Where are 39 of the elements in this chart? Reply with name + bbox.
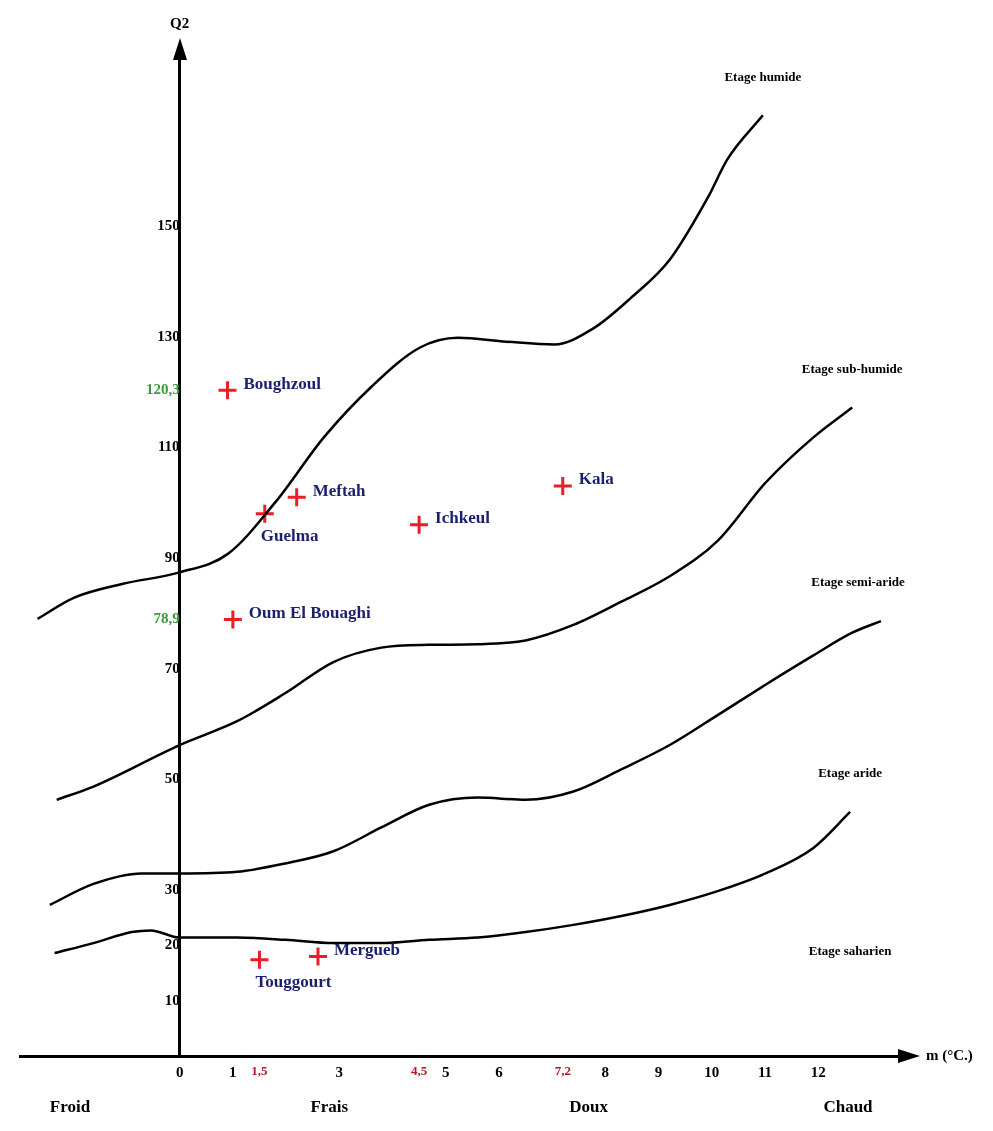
annotation: Etage sub-humide xyxy=(801,360,903,376)
series-label: Boughzoul xyxy=(243,373,322,393)
point xyxy=(217,379,239,401)
x-tick-label: 1,5 xyxy=(251,1063,269,1079)
point xyxy=(552,475,574,497)
y-axis-title: Q2 xyxy=(170,14,190,31)
point xyxy=(408,514,430,536)
annotation: Etage semi-aride xyxy=(811,574,905,590)
x-tick-label: 5 xyxy=(441,1063,450,1080)
series-label: Meftah xyxy=(312,480,367,500)
x-tick-label: 9 xyxy=(654,1063,663,1080)
text: Frais xyxy=(310,1097,349,1117)
x-tick-label: 6 xyxy=(495,1063,504,1080)
point xyxy=(286,486,308,508)
series-label: Ichkeul xyxy=(435,508,491,528)
annotation: Etage saharien xyxy=(808,943,893,959)
series-label: Mergueb xyxy=(333,939,401,959)
x-tick-label: 10 xyxy=(704,1063,720,1080)
x-tick-label: 7,2 xyxy=(554,1063,571,1079)
point xyxy=(248,949,270,971)
x-tick-label: 1 xyxy=(229,1063,237,1080)
x-tick-label: 3 xyxy=(335,1063,344,1080)
series-label: Oum El Bouaghi xyxy=(248,602,371,622)
x-tick-label: 12 xyxy=(810,1063,826,1080)
point xyxy=(222,608,244,630)
point xyxy=(307,945,329,967)
text: Chaud xyxy=(823,1097,874,1117)
series-label: Touggourt xyxy=(255,971,332,991)
series-label: Guelma xyxy=(260,525,319,545)
series-label: Kala xyxy=(578,469,615,489)
x-tick-label: 4,5 xyxy=(410,1063,428,1079)
x-tick-label: 11 xyxy=(757,1063,773,1080)
x-tick-label: 0 xyxy=(175,1063,184,1080)
annotation: Etage aride xyxy=(818,765,883,781)
annotation: Etage humide xyxy=(724,68,802,84)
text: Doux xyxy=(569,1097,609,1117)
x-tick-label: 8 xyxy=(601,1063,610,1080)
text: Froid xyxy=(49,1097,91,1117)
x-axis-title: m (°C.) xyxy=(926,1046,973,1064)
